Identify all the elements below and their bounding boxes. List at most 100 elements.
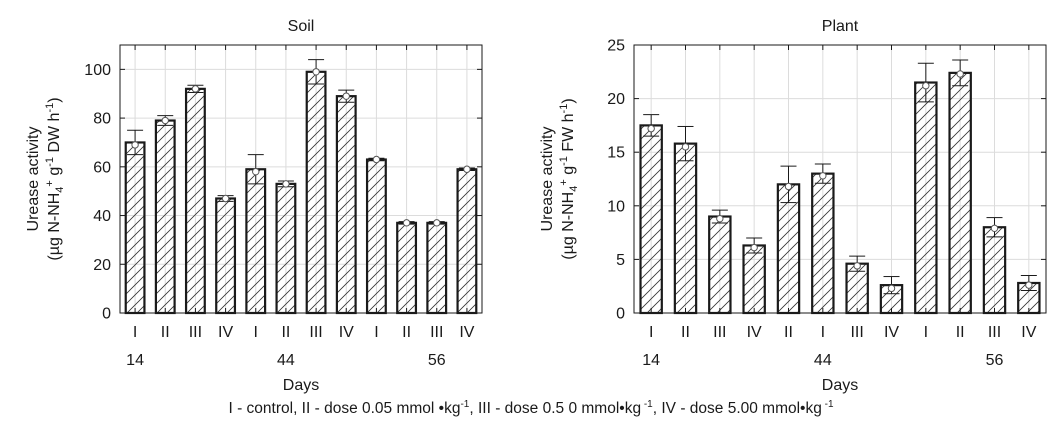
plant-mean-marker — [956, 70, 964, 78]
soil-bar — [275, 182, 297, 315]
soil-category-label: IV — [459, 324, 474, 341]
soil-y-axis-label-line1: Urease activity — [25, 127, 42, 232]
plant-y-axis-label-part: g — [560, 166, 577, 179]
plant-bar — [982, 226, 1007, 315]
soil-y-axis-label-part: + — [44, 180, 56, 186]
caption-text-2: , III - dose 0.5 0 mmol•kg — [469, 400, 642, 418]
plant-x-axis-label: Days — [822, 377, 858, 394]
plant-category-label: III — [850, 324, 863, 341]
caption-text-3: , IV - dose 5.00 mmol•kg — [652, 400, 822, 418]
soil-day-label: 56 — [428, 352, 446, 369]
soil-y-axis-label-part: ) — [46, 97, 63, 102]
plant-y-tick-label: 20 — [607, 91, 625, 108]
soil-mean-marker — [191, 85, 200, 93]
caption-exponent-1: -1 — [460, 399, 470, 410]
plant-y-tick-label: 25 — [607, 38, 625, 55]
plant-bar — [776, 183, 801, 315]
soil-y-tick-label: 0 — [102, 306, 111, 323]
plant-mean-marker — [784, 182, 793, 191]
plant-y-axis-label-part: -1 — [558, 156, 570, 166]
plant-y-tick-label: 10 — [607, 198, 625, 215]
soil-y-axis-label-part: -1 — [44, 103, 56, 113]
soil-y-axis-label-line2: (µg N-NH4+ g-1 DW h-1) — [44, 97, 66, 260]
plant-bar — [914, 81, 938, 315]
soil-y-axis-label-part: DW h — [46, 113, 63, 157]
plant-mean-marker — [1025, 281, 1033, 289]
soil-bar — [426, 221, 448, 315]
soil-category-label: I — [133, 324, 137, 341]
plant-category-label: IV — [1021, 324, 1036, 341]
soil-y-axis-label-part: -1 — [44, 157, 56, 167]
plant-category-label: I — [649, 324, 653, 341]
caption-text-1: I - control, II - dose 0.05 mmol •kg — [228, 400, 461, 418]
soil-mean-marker — [131, 141, 139, 149]
soil-y-axis-label-part: 4 — [54, 187, 66, 193]
plant-category-label: I — [924, 324, 928, 341]
soil-y-tick-label: 40 — [93, 208, 111, 225]
soil-x-axis-label: Days — [283, 377, 319, 394]
plant-category-label: II — [956, 324, 965, 341]
soil-category-label: I — [254, 324, 258, 341]
plant-category-label: IV — [884, 324, 899, 341]
soil-mean-marker — [221, 194, 230, 203]
plant-day-label: 56 — [986, 352, 1004, 369]
soil-axes-frame — [119, 44, 483, 314]
plant-category-label: III — [988, 324, 1001, 341]
soil-mean-marker — [252, 167, 260, 176]
plant-mean-marker — [887, 284, 896, 293]
soil-mean-marker — [282, 180, 290, 188]
soil-mean-marker — [433, 219, 441, 227]
plant-day-label: 44 — [814, 352, 832, 369]
plant-mean-marker — [922, 82, 930, 90]
soil-bar — [305, 70, 327, 315]
plant-y-tick-label: 15 — [607, 145, 625, 162]
caption-exponent-3: -1 — [821, 399, 834, 410]
soil-mean-marker — [342, 92, 350, 100]
plant-mean-marker — [750, 243, 758, 252]
plant-category-label: II — [681, 324, 690, 341]
soil-category-label: IV — [339, 324, 354, 341]
plant-mean-marker — [819, 172, 827, 180]
plant-mean-marker — [716, 214, 724, 223]
soil-category-label: III — [309, 324, 322, 341]
soil-y-tick-label: 80 — [93, 111, 111, 128]
plant-category-label: III — [713, 324, 726, 341]
plant-bar — [948, 71, 972, 315]
plant-bar — [673, 142, 698, 315]
soil-category-label: II — [402, 324, 411, 341]
soil-bar — [365, 158, 387, 315]
soil-y-tick-label: 60 — [93, 159, 111, 176]
plant-bar — [811, 172, 835, 315]
plant-y-tick-label: 0 — [616, 306, 625, 323]
plant-y-tick-label: 5 — [616, 252, 625, 269]
plant-y-axis-label-line1: Urease activity — [539, 127, 556, 232]
plant-y-axis-label-part: 4 — [568, 186, 580, 192]
soil-chart-title: Soil — [288, 18, 315, 35]
soil-bar — [215, 197, 237, 315]
soil-bar — [456, 168, 478, 315]
plant-axes-frame — [633, 44, 1047, 314]
soil-mean-marker — [372, 155, 381, 164]
plant-y-axis-label-part: ) — [560, 98, 577, 103]
soil-mean-marker — [402, 219, 411, 227]
caption-exponent-2: -1 — [641, 399, 653, 410]
plant-mean-marker — [990, 224, 999, 233]
soil-category-label: I — [374, 324, 378, 341]
plant-y-axis-label-line2: (µg N-NH4+ g-1 FW h-1) — [558, 98, 580, 259]
plant-bar — [708, 215, 732, 315]
soil-bar — [245, 168, 267, 315]
legend-caption: I - control, II - dose 0.05 mmol •kg-1, … — [0, 399, 1062, 418]
soil-category-label: III — [189, 324, 202, 341]
soil-y-tick-label: 20 — [93, 257, 111, 274]
plant-category-label: II — [784, 324, 793, 341]
soil-y-tick-label: 100 — [84, 62, 111, 79]
soil-bar — [124, 141, 146, 315]
plant-mean-marker — [853, 262, 861, 270]
plant-bar — [742, 244, 766, 315]
soil-category-label: II — [161, 324, 170, 341]
soil-category-label: IV — [218, 324, 233, 341]
plant-chart-title: Plant — [822, 18, 859, 35]
soil-category-label: III — [430, 324, 443, 341]
